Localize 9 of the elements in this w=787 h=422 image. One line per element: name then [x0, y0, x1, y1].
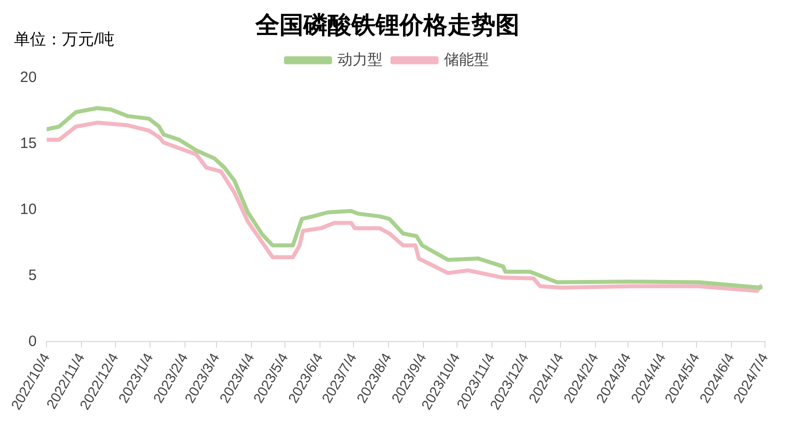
y-tick-label: 15	[20, 134, 37, 152]
legend-label: 储能型	[444, 51, 489, 68]
y-tick-label: 20	[20, 68, 37, 86]
y-tick-label: 0	[28, 332, 37, 350]
chart-title: 全国磷酸铁锂价格走势图	[254, 12, 520, 40]
y-axis-title: 单位：万元/吨	[14, 30, 114, 48]
legend-label: 动力型	[338, 51, 382, 68]
y-tick-label: 10	[20, 200, 37, 218]
y-tick-label: 5	[28, 266, 37, 284]
